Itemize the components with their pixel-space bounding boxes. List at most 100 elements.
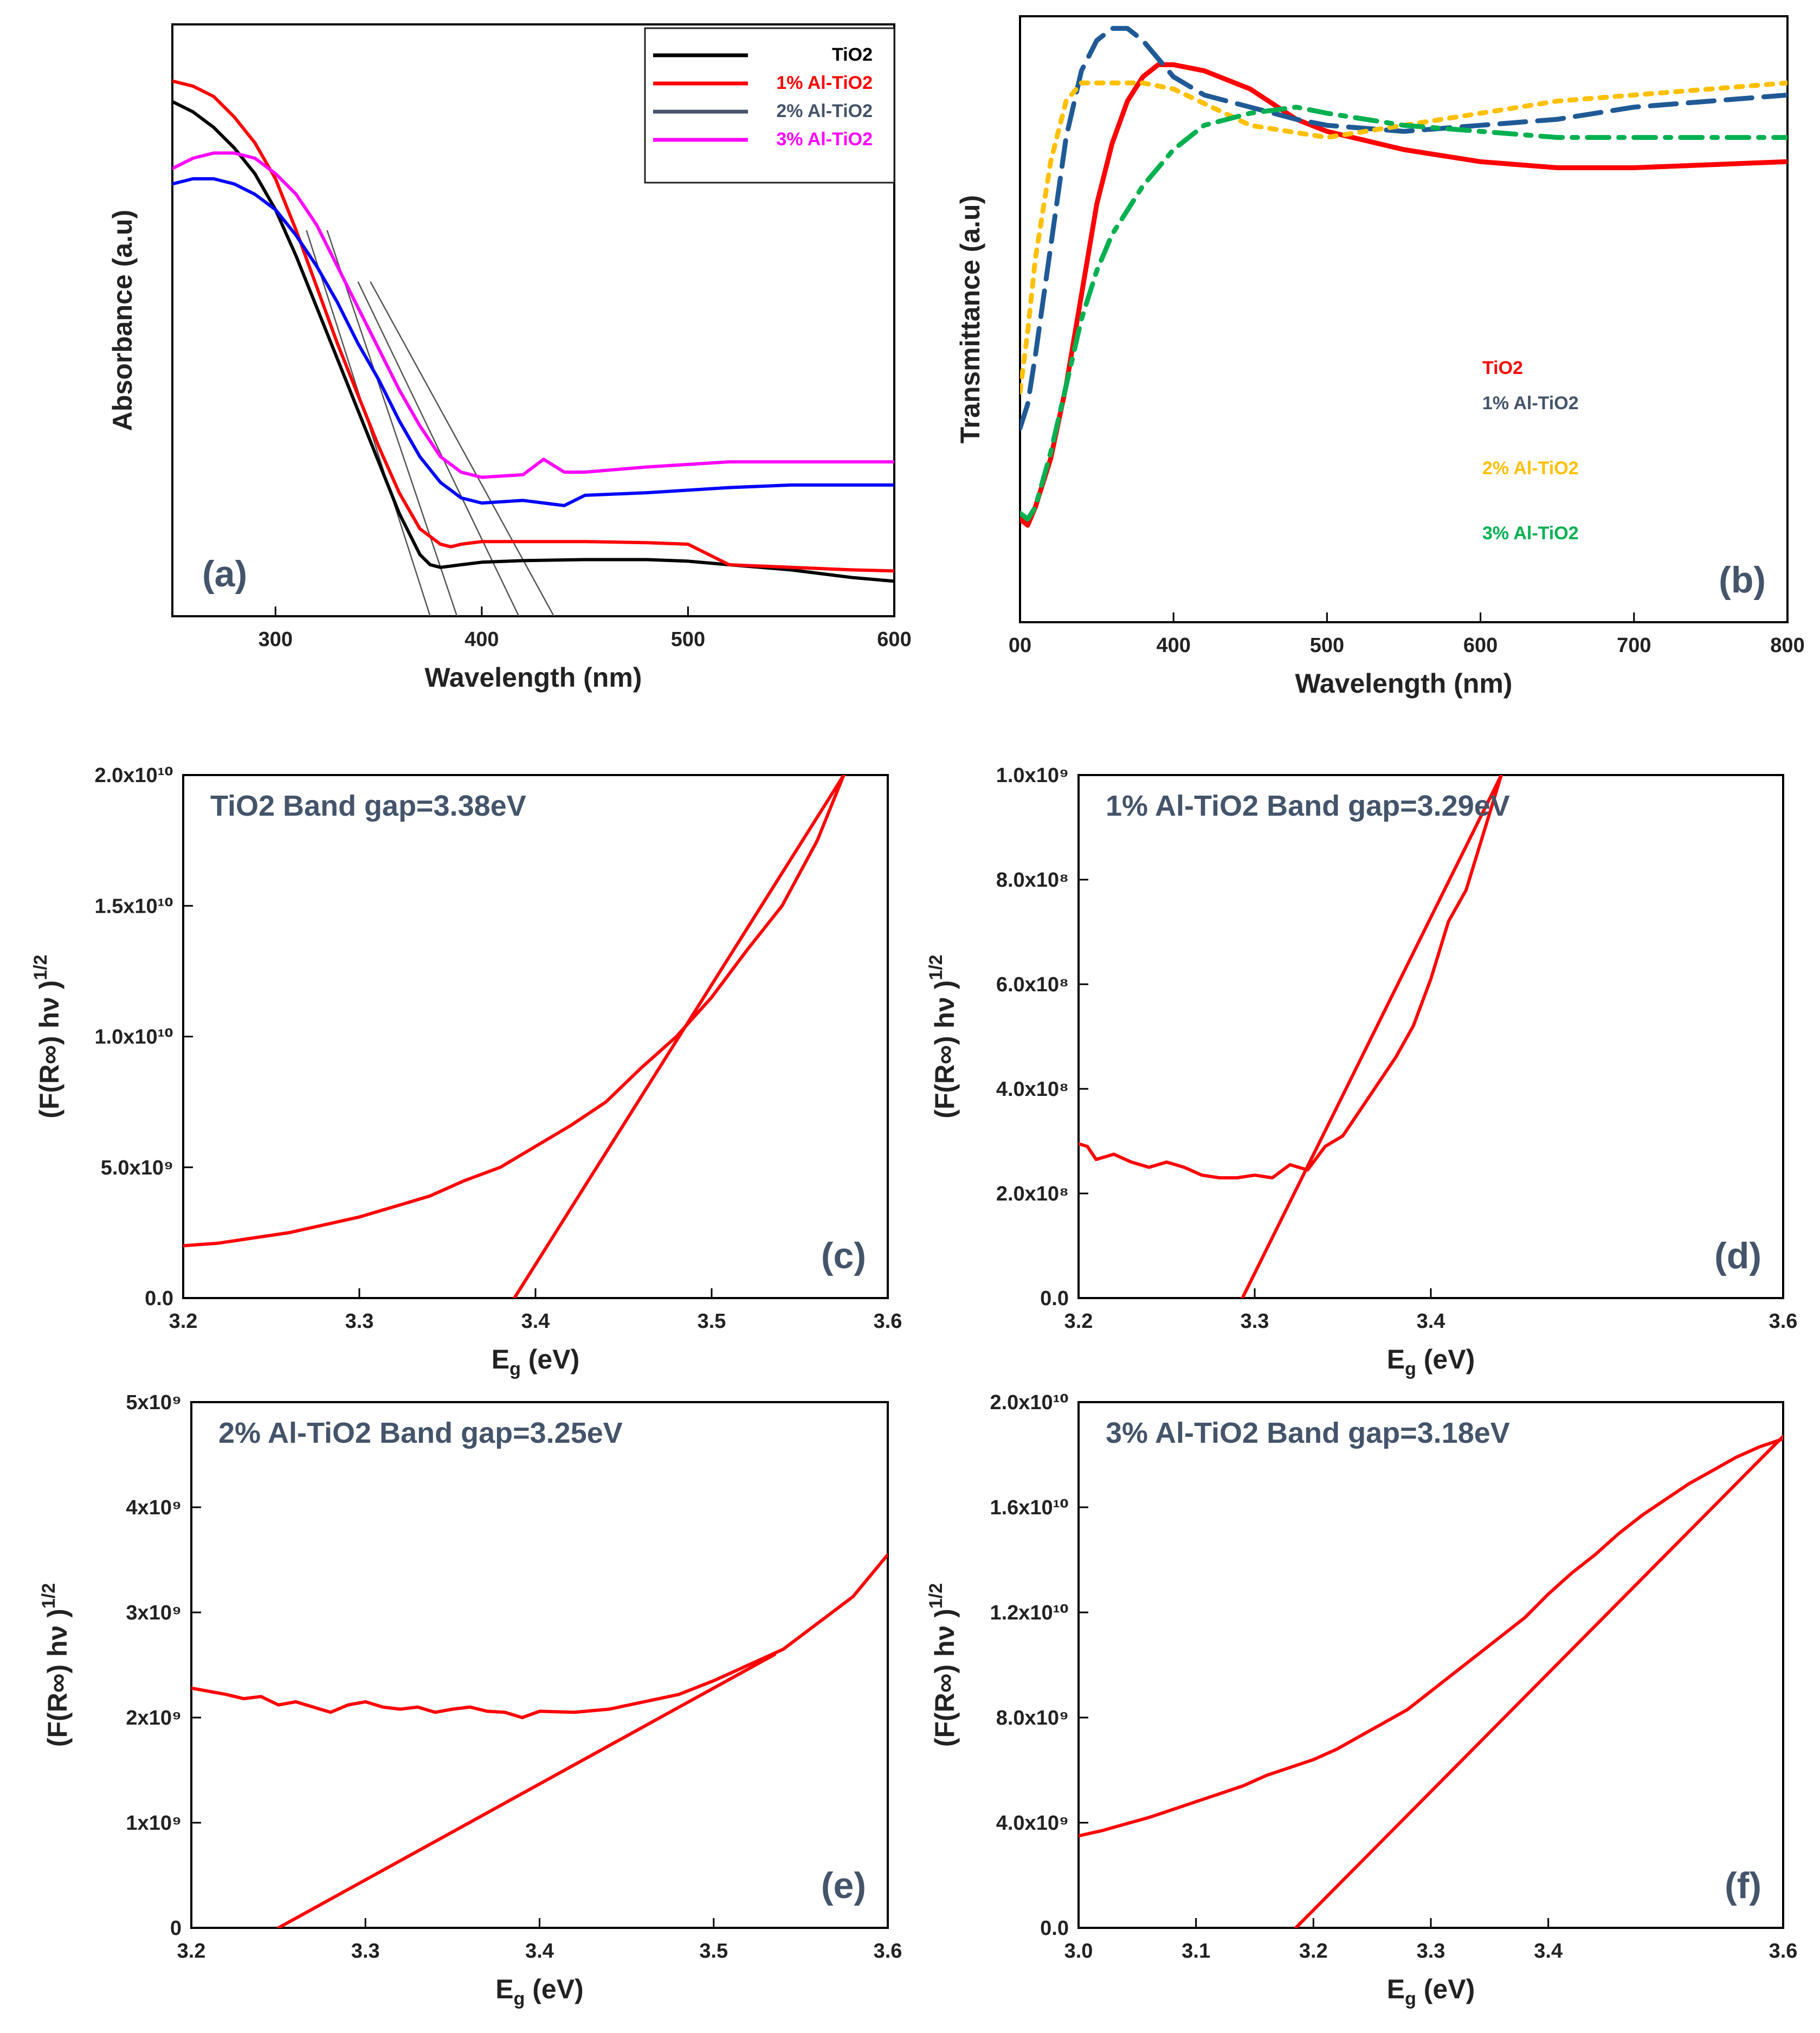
y-tick-label: 0	[170, 1917, 182, 1940]
x-tick-label: 500	[671, 628, 705, 651]
series-line-tangent	[513, 775, 846, 1298]
y-tick-label: 4.0x10⁹	[996, 1812, 1069, 1835]
series-line-data	[1079, 775, 1503, 1180]
series-line-data	[183, 775, 846, 1248]
x-tick-label: 3.4	[1417, 1310, 1445, 1333]
series-line-2-al-tio2	[172, 177, 894, 507]
y-tick-label: 2.0x10⁸	[996, 1183, 1069, 1205]
x-tick-label: 600	[877, 628, 911, 651]
series-line-tangent	[1241, 775, 1503, 1298]
panel-a: 300 400 500 600 Wavelength (nm) Absorbance (a…	[107, 23, 912, 693]
x-tick-label: 3.4	[525, 1940, 554, 1963]
plot-area	[1079, 1435, 1783, 1928]
band-gap-annotation: 2% Al-TiO2 Band gap=3.25eV	[218, 1417, 623, 1449]
x-tick-label: 400	[464, 628, 499, 651]
series-line-1-al-tio2	[172, 79, 894, 573]
plot-area	[191, 1553, 888, 1928]
y-tick-label: 5.0x10⁹	[101, 1157, 173, 1179]
band-gap-annotation: 1% Al-TiO2 Band gap=3.29eV	[1106, 790, 1510, 822]
series-line-tio2	[172, 100, 894, 583]
series-line-tangent	[1294, 1435, 1783, 1928]
x-tick-label: 3.2	[1064, 1310, 1093, 1333]
y-tick-label: 0.0	[1040, 1287, 1069, 1310]
band-gap-annotation: 3% Al-TiO2 Band gap=3.18eV	[1106, 1417, 1510, 1449]
y-axis-label: (F(R∞) hν )1/2	[38, 1583, 73, 1747]
panel-b: 00 400 500 600 700 800 Wavelength (nm) Transmit…	[955, 15, 1805, 699]
series-line-3-al-tio2	[1020, 105, 1787, 522]
panels-group: 300 400 500 600 Wavelength (nm) Absorbance (a…	[30, 15, 1805, 2009]
x-tick-label: 3.4	[1534, 1940, 1563, 1963]
y-tick-label: 2x10⁹	[126, 1707, 182, 1729]
y-tick-label: 4.0x10⁸	[996, 1078, 1069, 1101]
y-axis-label: (F(R∞) hν )1/2	[926, 1583, 960, 1747]
x-axis-label: Eg (eV)	[495, 1974, 584, 2009]
y-tick-label: 1.0x10⁹	[996, 764, 1069, 787]
plot-area	[1020, 25, 1787, 528]
legend-entry: 2% Al-TiO2	[1482, 458, 1579, 479]
legend-entry: TiO2	[832, 44, 873, 65]
y-tick-label: 1.2x10¹⁰	[990, 1602, 1069, 1624]
plot-area	[183, 775, 846, 1298]
legend-entry: 1% Al-TiO2	[776, 73, 873, 93]
x-axis-label: Wavelength (nm)	[425, 662, 642, 693]
y-axis-label: Transmittance (a.u)	[955, 195, 985, 443]
panel-e: 3.2 3.3 3.4 3.5 3.6 0 1x10⁹ 2x10⁹ 3x10⁹ 4x10⁹ 5x10…	[38, 1391, 902, 2009]
series-line-data	[191, 1553, 888, 1719]
series-line-data	[1079, 1437, 1783, 1838]
series-line-tangent	[276, 1653, 777, 1928]
x-tick-label: 00	[1009, 634, 1031, 657]
x-tick-label: 3.6	[1769, 1940, 1798, 1963]
y-tick-label: 1x10⁹	[126, 1812, 182, 1835]
y-tick-label: 2.0x10¹⁰	[94, 764, 173, 787]
y-axis-label: Absorbance (a.u)	[107, 210, 138, 431]
x-tick-label: 700	[1617, 634, 1651, 657]
x-tick-label: 3.6	[1769, 1310, 1798, 1333]
x-tick-label: 3.6	[874, 1310, 902, 1333]
x-tick-label: 3.4	[521, 1310, 550, 1333]
y-tick-label: 8.0x10⁹	[996, 1707, 1069, 1729]
y-tick-label: 1.6x10¹⁰	[990, 1496, 1069, 1519]
x-tick-label: 3.5	[698, 1310, 726, 1333]
panel-f: 3.0 3.1 3.2 3.3 3.4 3.6 0.0 4.0x10⁹ 8.0x10⁹ 1.2x1…	[926, 1391, 1797, 2009]
y-tick-label: 0.0	[145, 1287, 173, 1310]
panel-label: (b)	[1719, 559, 1766, 601]
x-tick-label: 3.5	[699, 1940, 728, 1963]
y-tick-label: 4x10⁹	[126, 1496, 182, 1519]
series-line-3-al-tio2	[172, 151, 894, 479]
plot-area	[1079, 775, 1503, 1298]
y-tick-label: 0.0	[1040, 1917, 1069, 1940]
legend-entry: 2% Al-TiO2	[776, 101, 873, 121]
x-tick-label: 3.3	[1241, 1310, 1269, 1333]
y-axis-label: (F(R∞) hν )1/2	[30, 954, 64, 1118]
x-tick-label: 600	[1463, 634, 1498, 657]
x-tick-label: 3.2	[177, 1940, 206, 1963]
x-tick-label: 400	[1156, 634, 1190, 657]
y-tick-label: 1.0x10¹⁰	[94, 1026, 173, 1049]
legend-entry: TiO2	[1482, 358, 1523, 378]
x-tick-label: 3.0	[1064, 1940, 1093, 1963]
series-line-1-al-tio2	[1020, 25, 1787, 431]
band-gap-annotation: TiO2 Band gap=3.38eV	[210, 790, 526, 822]
x-tick-label: 3.2	[1299, 1940, 1328, 1963]
x-tick-label: 3.1	[1182, 1940, 1210, 1963]
legend-entry: 1% Al-TiO2	[1482, 393, 1579, 414]
y-tick-label: 8.0x10⁸	[996, 869, 1069, 892]
panel-label: (e)	[821, 1865, 866, 1906]
x-axis-label: Wavelength (nm)	[1295, 668, 1513, 699]
x-tick-label: 3.3	[351, 1940, 380, 1963]
x-axis-label: Eg (eV)	[1387, 1974, 1475, 2009]
x-tick-label: 800	[1770, 634, 1804, 657]
y-tick-label: 6.0x10⁸	[996, 973, 1069, 996]
x-tick-label: 3.2	[169, 1310, 198, 1333]
legend-entry: 3% Al-TiO2	[776, 129, 873, 150]
x-axis-label: Eg (eV)	[1387, 1344, 1475, 1379]
plot-frame	[171, 23, 895, 617]
series-line-2-al-tio2	[1020, 80, 1787, 395]
x-tick-label: 3.6	[874, 1940, 902, 1963]
tangent-line	[326, 230, 458, 616]
x-axis-label: Eg (eV)	[492, 1344, 580, 1379]
panel-label: (d)	[1714, 1235, 1761, 1276]
y-tick-label: 5x10⁹	[126, 1391, 182, 1414]
